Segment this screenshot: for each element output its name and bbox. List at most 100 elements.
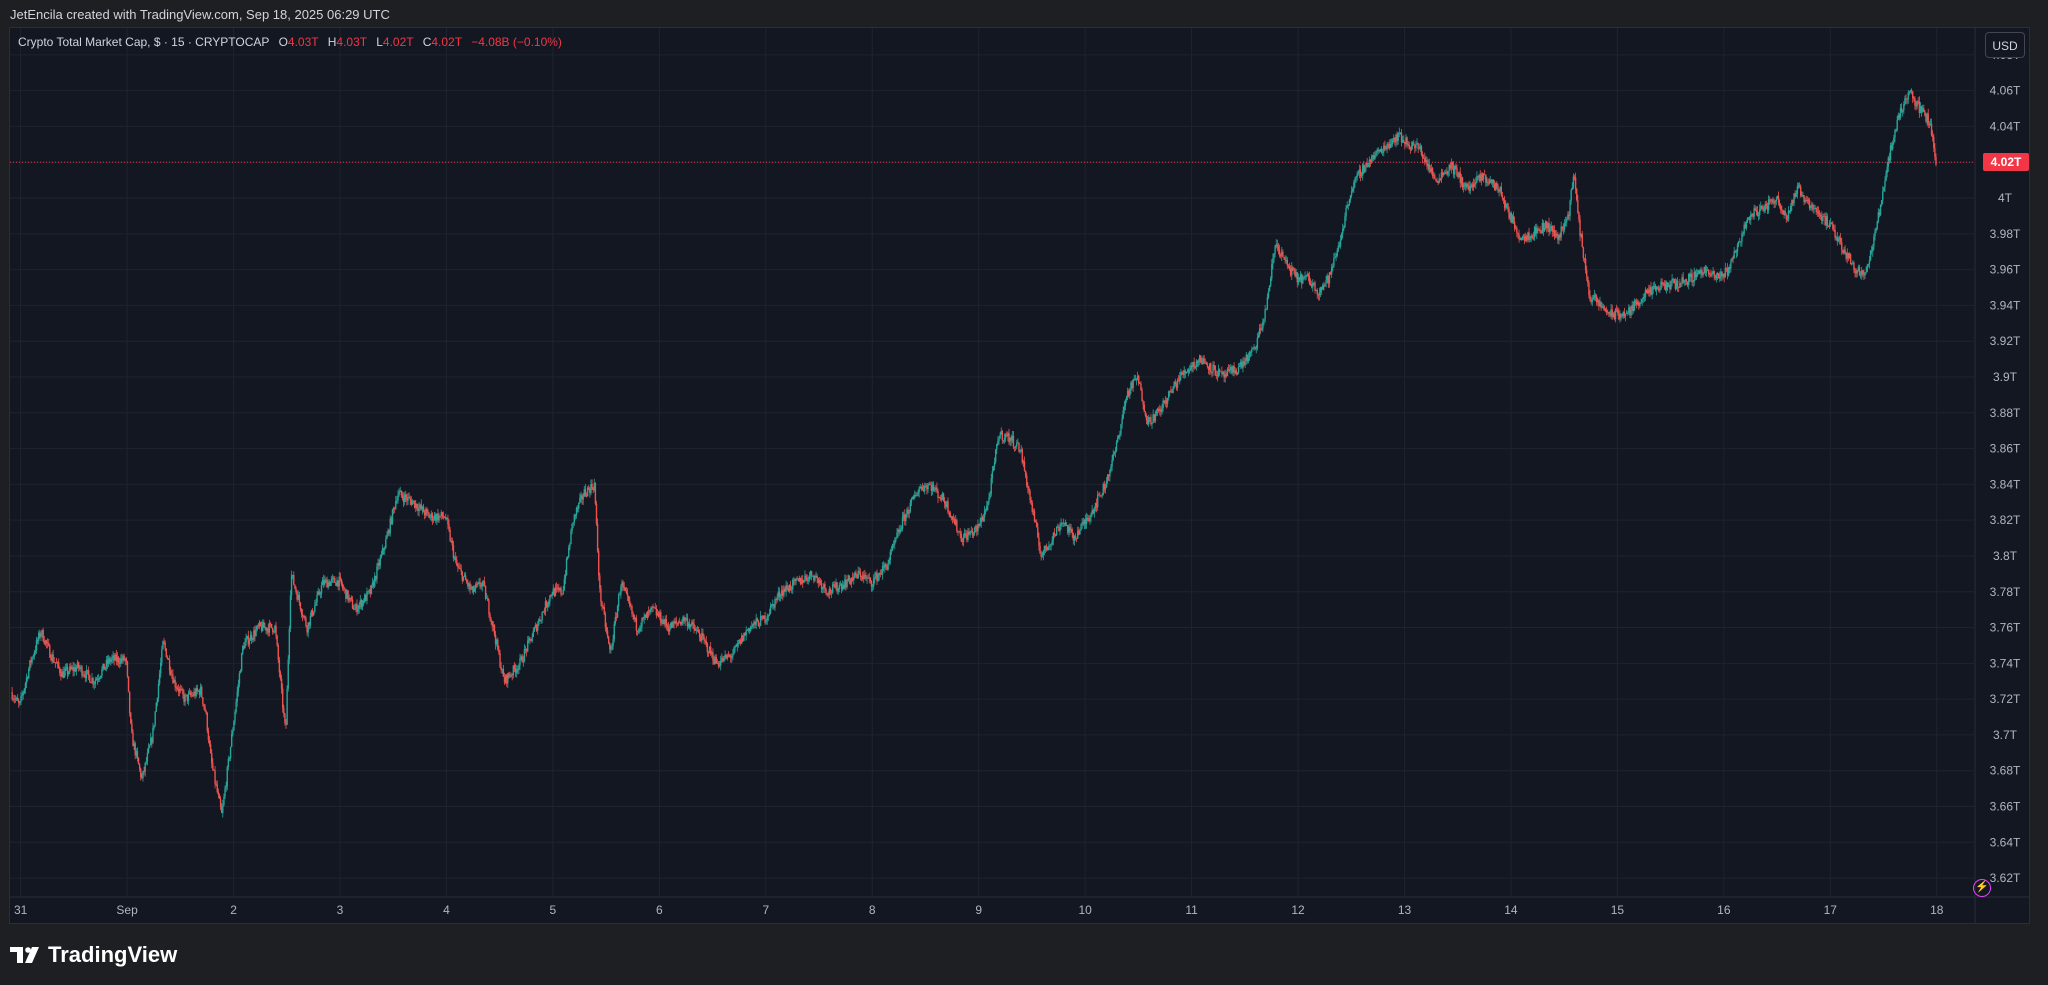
- candle-body: [1730, 261, 1732, 269]
- candle-body: [1796, 186, 1799, 194]
- candle-body: [203, 704, 205, 707]
- candle-body: [1509, 213, 1511, 219]
- candle-body: [1140, 383, 1142, 391]
- price-chart[interactable]: 3.62T3.64T3.66T3.68T3.7T3.72T3.74T3.76T3…: [10, 28, 2029, 923]
- lightning-icon[interactable]: ⚡: [1973, 879, 1991, 897]
- candle-body: [405, 494, 407, 498]
- candle-body: [1303, 277, 1305, 279]
- candle-body: [942, 493, 945, 501]
- candle-body: [708, 646, 711, 654]
- candle-body: [195, 687, 197, 696]
- candle-body: [1255, 348, 1257, 349]
- candle-body: [573, 514, 576, 523]
- candle-body: [1471, 184, 1474, 187]
- candle-body: [1414, 145, 1416, 149]
- candle-body: [349, 597, 352, 599]
- candle-body: [25, 677, 28, 684]
- candle-body: [622, 582, 624, 587]
- candle-body: [1470, 184, 1473, 186]
- y-tick-label: 4T: [1998, 191, 2013, 205]
- candle-body: [1663, 283, 1666, 286]
- candle-body: [1016, 442, 1018, 447]
- candle-body: [1750, 214, 1752, 221]
- candle-body: [1348, 199, 1351, 205]
- candle-body: [71, 667, 73, 669]
- candle-body: [1063, 522, 1066, 524]
- candle-body: [374, 576, 376, 587]
- candle-body: [410, 500, 413, 505]
- candle-body: [1409, 149, 1412, 151]
- candle-body: [1711, 272, 1713, 276]
- candle-body: [793, 579, 795, 581]
- candle-body: [1336, 250, 1338, 257]
- candle-body: [1089, 517, 1091, 521]
- candle-body: [75, 667, 78, 672]
- candle-body: [1264, 309, 1266, 320]
- candle-body: [545, 601, 548, 607]
- candle-body: [296, 592, 298, 600]
- currency-button[interactable]: USD: [1985, 32, 2025, 58]
- candle-body: [641, 618, 643, 627]
- candle-body: [574, 514, 577, 516]
- candle-body: [1169, 390, 1171, 392]
- candle-body: [609, 643, 611, 650]
- candle-body: [81, 666, 83, 676]
- candle-body: [49, 645, 51, 658]
- candle-body: [831, 584, 834, 593]
- candle-body: [1912, 91, 1914, 99]
- candle-body: [1574, 177, 1577, 190]
- candle-body: [985, 510, 987, 512]
- candle-body: [695, 630, 697, 631]
- candle-body: [185, 694, 187, 696]
- candle-body: [91, 678, 93, 683]
- candle-body: [1006, 434, 1008, 437]
- candle-body: [1040, 553, 1042, 557]
- candle-body: [23, 688, 26, 693]
- candle-body: [844, 579, 846, 589]
- chart-area[interactable]: 3.62T 3.64T 3.66T 3.68T 3.7T 3.72T 3.74T 3.76T 3…: [9, 27, 2030, 924]
- candle-body: [364, 594, 366, 603]
- candle-body: [1854, 269, 1856, 274]
- candle-body: [1702, 273, 1704, 275]
- candle-body: [1729, 267, 1731, 269]
- candle-body: [1217, 369, 1220, 377]
- candle-body: [1816, 211, 1819, 213]
- candle-body: [1690, 273, 1692, 278]
- candle-body: [1822, 216, 1824, 221]
- tradingview-logo[interactable]: TradingView: [10, 942, 177, 968]
- candle-body: [62, 671, 64, 678]
- candle-body: [646, 611, 649, 618]
- candle-body: [1038, 537, 1040, 546]
- candle-body: [1098, 494, 1100, 496]
- candle-body: [178, 688, 181, 692]
- candle-body: [1654, 285, 1657, 291]
- candle-body: [1507, 203, 1509, 210]
- candle-body: [1079, 530, 1081, 535]
- candle-body: [701, 632, 703, 641]
- candle-body: [265, 627, 267, 631]
- candle-body: [673, 621, 675, 624]
- candle-body: [1460, 177, 1463, 184]
- candle-body: [1934, 147, 1936, 157]
- candle-body: [332, 577, 335, 579]
- candle-body: [1627, 312, 1629, 314]
- candle-body: [1910, 90, 1913, 92]
- candle-body: [1643, 296, 1646, 298]
- candle-body: [1210, 363, 1212, 373]
- candle-body: [1339, 239, 1342, 247]
- candle-body: [1740, 241, 1742, 243]
- candle-body: [882, 566, 885, 568]
- candle-body: [653, 606, 655, 608]
- candle-body: [929, 483, 931, 485]
- candle-body: [905, 513, 907, 522]
- candle-body: [1326, 275, 1328, 280]
- candle-body: [153, 725, 155, 728]
- candle-body: [381, 548, 384, 555]
- candle-body: [1935, 156, 1937, 165]
- candle-body: [1375, 152, 1377, 156]
- candle-body: [1284, 257, 1286, 261]
- candle-body: [276, 635, 278, 646]
- candle-body: [1543, 227, 1546, 231]
- candle-body: [915, 494, 917, 497]
- candle-body: [578, 502, 580, 509]
